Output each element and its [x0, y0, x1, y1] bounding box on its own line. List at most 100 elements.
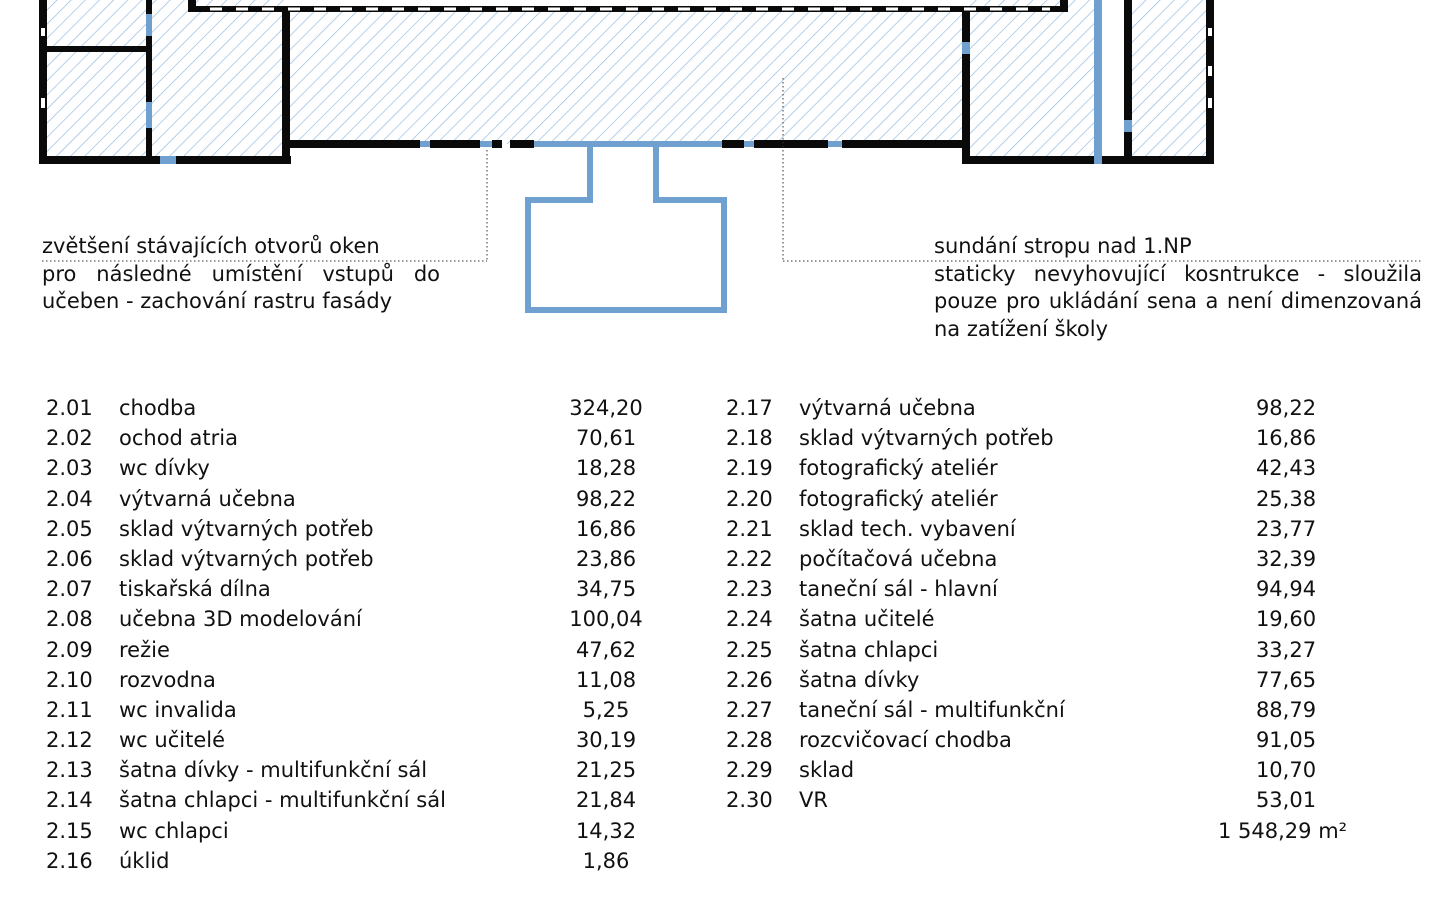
room-number: 2.26: [726, 667, 773, 692]
floor-plan: [39, 0, 1422, 313]
room-number: 2.30: [726, 788, 773, 813]
room-area: 18,28: [575, 456, 637, 481]
leader-lines: [42, 78, 1422, 262]
room-name: šatna chlapci: [799, 637, 939, 662]
room-name: wc učitelé: [119, 728, 225, 753]
annotation-line: staticky nevyhovující kosntrukce - slouž…: [934, 261, 1422, 286]
room-row: 2.24 šatna učitelé 19,60: [726, 604, 1366, 634]
room-area: 42,43: [1255, 456, 1317, 481]
room-name: wc invalida: [119, 697, 237, 722]
room-name: učebna 3D modelování: [119, 607, 362, 632]
room-area: 47,62: [575, 637, 637, 662]
room-area: 33,27: [1255, 637, 1317, 662]
room-row: 2.09 režie 47,62: [46, 635, 656, 665]
room-area: 21,84: [575, 788, 637, 813]
room-number: 2.09: [46, 637, 93, 662]
room-name: výtvarná učebna: [119, 486, 296, 511]
room-number: 2.20: [726, 486, 773, 511]
room-name: sklad tech. vybavení: [799, 516, 1016, 541]
room-area: 10,70: [1255, 758, 1317, 783]
room-row: 2.30 VR 53,01: [726, 785, 1366, 815]
room-name: šatna dívky - multifunkční sál: [119, 758, 428, 783]
room-number: 2.21: [726, 516, 773, 541]
room-area: 14,32: [575, 818, 637, 843]
annotation-line: pro následné umístění vstupů do: [42, 261, 440, 286]
room-name: rozvodna: [119, 667, 216, 692]
room-area: 23,77: [1255, 516, 1317, 541]
room-number: 2.29: [726, 758, 773, 783]
room-number: 2.01: [46, 396, 93, 420]
annotation-line: sundání stropu nad 1.NP: [934, 234, 1192, 258]
room-area: 21,25: [575, 758, 637, 783]
room-row: 2.07 tiskařská dílna 34,75: [46, 574, 656, 604]
room-row: 2.19 fotografický ateliér 42,43: [726, 453, 1366, 483]
room-number: 2.27: [726, 697, 773, 722]
room-row: 2.14 šatna chlapci - multifunkční sál 21,8…: [46, 785, 656, 815]
room-row: 2.29 sklad 10,70: [726, 755, 1366, 785]
new-entrance-extension: [525, 141, 727, 313]
room-name: taneční sál - hlavní: [799, 577, 998, 602]
room-schedule-right: 2.17 výtvarná učebna 98,22 2.18 sklad výtvar…: [726, 393, 1366, 816]
room-name: tiskařská dílna: [119, 577, 271, 602]
room-row: 2.15 wc chlapci 14,32: [46, 816, 656, 846]
room-right-b: [1132, 0, 1208, 156]
room-number: 2.07: [46, 577, 93, 602]
room-area: 98,22: [1255, 396, 1317, 420]
room-row: 2.17 výtvarná učebna 98,22: [726, 393, 1366, 423]
room-number: 2.17: [726, 396, 773, 420]
room-row: 2.12 wc učitelé 30,19: [46, 725, 656, 755]
room-number: 2.18: [726, 426, 773, 451]
room-area: 1,86: [582, 848, 630, 873]
room-name: sklad výtvarných potřeb: [799, 426, 1054, 451]
room-name: režie: [119, 637, 170, 662]
room-number: 2.15: [46, 818, 93, 843]
room-left-upper: [44, 0, 146, 48]
room-number: 2.25: [726, 637, 773, 662]
room-number: 2.14: [46, 788, 93, 813]
room-row: 2.22 počítačová učebna 32,39: [726, 544, 1366, 574]
room-row: 2.25 šatna chlapci 33,27: [726, 635, 1366, 665]
room-number: 2.03: [46, 456, 93, 481]
room-name: fotografický ateliér: [799, 456, 998, 481]
room-area: 100,04: [569, 607, 643, 632]
room-number: 2.08: [46, 607, 93, 632]
room-name: rozcvičovací chodba: [799, 728, 1012, 753]
room-number: 2.16: [46, 848, 93, 873]
room-area: 5,25: [582, 697, 630, 722]
room-name: chodba: [119, 396, 197, 420]
room-name: úklid: [119, 848, 170, 873]
room-name: šatna učitelé: [799, 607, 935, 632]
room-number: 2.04: [46, 486, 93, 511]
room-number: 2.23: [726, 577, 773, 602]
room-area: 324,20: [569, 396, 643, 420]
room-number: 2.11: [46, 697, 93, 722]
room-name: šatna dívky: [799, 667, 920, 692]
annotation-line: na zatížení školy: [934, 316, 1109, 341]
room-area: 77,65: [1255, 667, 1317, 692]
room-left-lower: [44, 52, 146, 156]
room-number: 2.19: [726, 456, 773, 481]
room-name: počítačová učebna: [799, 546, 998, 571]
room-number: 2.28: [726, 728, 773, 753]
annotation-line: zvětšení stávajících otvorů oken: [42, 234, 380, 258]
room-row: 2.10 rozvodna 11,08: [46, 665, 656, 695]
room-name: šatna chlapci - multifunkční sál: [119, 788, 446, 813]
room-row: 2.23 taneční sál - hlavní 94,94: [726, 574, 1366, 604]
room-row: 2.18 sklad výtvarných potřeb 16,86: [726, 423, 1366, 453]
room-row: 2.02 ochod atria 70,61: [46, 423, 656, 453]
room-area: 16,86: [575, 516, 637, 541]
room-number: 2.24: [726, 607, 773, 632]
room-row: 2.03 wc dívky 18,28: [46, 453, 656, 483]
room-row: 2.04 výtvarná učebna 98,22: [46, 484, 656, 514]
room-name: wc dívky: [119, 456, 210, 481]
room-area: 94,94: [1255, 577, 1317, 602]
room-row: 2.20 fotografický ateliér 25,38: [726, 484, 1366, 514]
room-area: 19,60: [1255, 607, 1317, 632]
room-row: 2.06 sklad výtvarných potřeb 23,86: [46, 544, 656, 574]
room-area: 30,19: [575, 728, 637, 753]
room-row: 2.05 sklad výtvarných potřeb 16,86: [46, 514, 656, 544]
room-name: wc chlapci: [119, 818, 229, 843]
room-row: 2.11 wc invalida 5,25: [46, 695, 656, 725]
room-number: 2.10: [46, 667, 93, 692]
room-area: 11,08: [575, 667, 637, 692]
